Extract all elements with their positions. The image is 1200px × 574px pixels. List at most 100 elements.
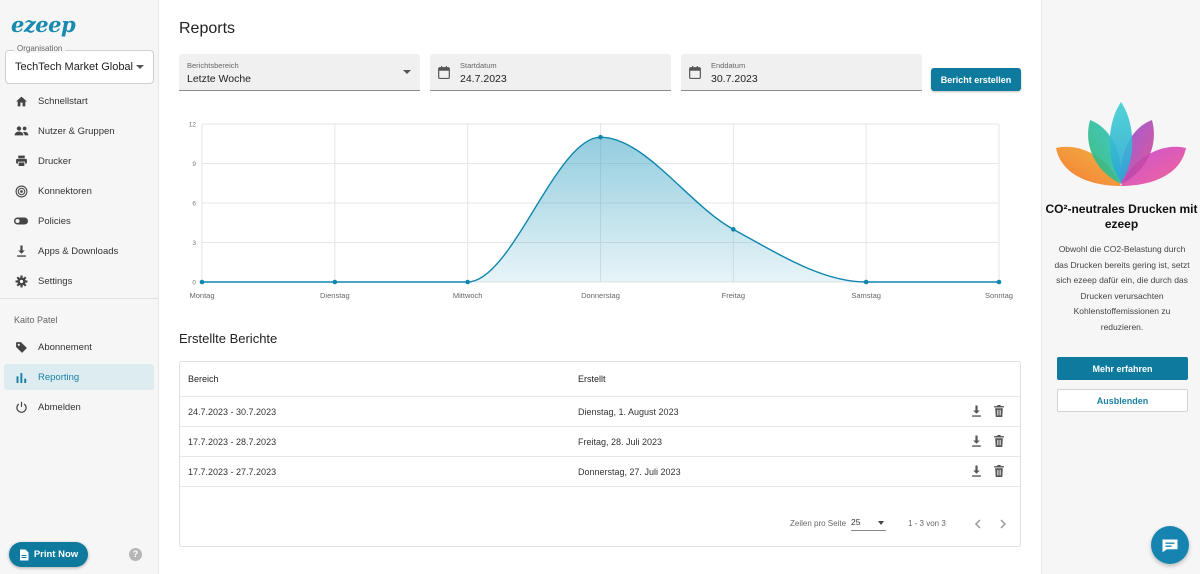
calendar-icon <box>689 66 701 79</box>
connector-icon <box>4 185 38 198</box>
data-point <box>332 279 338 285</box>
data-point <box>996 279 1002 285</box>
sidebar-item-label: Abmelden <box>38 401 81 413</box>
y-tick-label: 6 <box>192 201 196 208</box>
data-point <box>598 134 603 140</box>
data-point <box>731 227 736 232</box>
chevron-down-icon <box>136 65 144 69</box>
row-created: Donnerstag, 27. Juli 2023 <box>578 467 681 477</box>
bar-chart-icon <box>4 372 38 383</box>
end-date-value: 30.7.2023 <box>711 73 758 85</box>
end-date-field[interactable]: Enddatum 30.7.2023 <box>681 54 922 91</box>
toggle-icon <box>4 217 38 225</box>
series-area <box>202 137 999 282</box>
y-tick-label: 3 <box>192 240 196 247</box>
sidebar-item-label: Policies <box>38 215 71 227</box>
sidebar-divider <box>0 298 158 299</box>
promo-panel: CO²-neutrales Drucken mit ezeep Obwohl d… <box>1041 0 1200 574</box>
ezeep-logo[interactable]: ezeep <box>11 12 76 37</box>
x-tick-label: Mittwoch <box>453 291 483 300</box>
table-row: 17.7.2023 - 28.7.2023 Freitag, 28. Juli … <box>180 427 1020 457</box>
document-icon <box>19 549 29 560</box>
y-tick-label: 9 <box>192 161 196 168</box>
row-range: 24.7.2023 - 30.7.2023 <box>188 407 277 417</box>
row-created: Freitag, 28. Juli 2023 <box>578 437 663 447</box>
promo-body: Obwohl die CO2-Belastung durch das Druck… <box>1054 244 1190 332</box>
sidebar-item-label: Konnektoren <box>38 185 92 197</box>
data-point <box>199 279 205 285</box>
sidebar-item-label: Drucker <box>38 155 72 167</box>
download-icon[interactable] <box>971 405 982 417</box>
tag-icon <box>4 341 38 354</box>
sidebar-item-apps-downloads[interactable]: Apps & Downloads <box>4 238 154 264</box>
sidebar-item-abmelden[interactable]: Abmelden <box>4 394 154 420</box>
sidebar-item-label: Reporting <box>38 371 80 383</box>
table-pagination: Zeilen pro Seite 25 1 - 3 von 3 <box>180 512 1020 536</box>
home-icon <box>4 95 38 107</box>
help-icon[interactable]: ? <box>129 548 142 561</box>
hide-button[interactable]: Ausblenden <box>1057 389 1188 412</box>
start-date-value: 24.7.2023 <box>460 73 507 85</box>
learn-more-button[interactable]: Mehr erfahren <box>1057 357 1188 380</box>
sidebar-item-reporting[interactable]: Reporting <box>4 364 154 390</box>
report-range-select[interactable]: Berichtsbereich Letzte Woche <box>179 54 420 91</box>
column-header-bereich: Bereich <box>188 374 219 384</box>
x-tick-label: Donnerstag <box>581 291 620 300</box>
sidebar-item-label: Apps & Downloads <box>38 245 119 257</box>
sidebar-item-label: Schnellstart <box>38 95 88 107</box>
main-content: Reports Berichtsbereich Letzte Woche Sta… <box>159 0 1041 574</box>
download-icon[interactable] <box>971 435 982 447</box>
create-report-button[interactable]: Bericht erstellen <box>931 68 1021 91</box>
print-now-button[interactable]: Print Now <box>9 542 88 567</box>
column-header-erstellt: Erstellt <box>578 374 606 384</box>
print-now-label: Print Now <box>33 549 79 560</box>
sidebar-item-nutzer-gruppen[interactable]: Nutzer & Gruppen <box>4 118 154 144</box>
organisation-select[interactable]: Organisation TechTech Market Global <box>5 44 154 84</box>
sidebar-item-policies[interactable]: Policies <box>4 208 154 234</box>
sidebar-item-settings[interactable]: Settings <box>4 268 154 294</box>
sidebar-item-label: Settings <box>38 275 73 287</box>
download-icon[interactable] <box>971 465 982 477</box>
x-tick-label: Montag <box>189 291 214 300</box>
y-tick-label: 0 <box>192 280 196 287</box>
rows-per-page-value: 25 <box>851 517 861 527</box>
organisation-value: TechTech Market Global <box>15 61 133 73</box>
power-icon <box>4 401 38 414</box>
sidebar-item-abonnement[interactable]: Abonnement <box>4 334 154 360</box>
delete-icon[interactable] <box>994 465 1004 477</box>
table-row: 17.7.2023 - 27.7.2023 Donnerstag, 27. Ju… <box>180 457 1020 487</box>
data-point <box>863 279 869 285</box>
sidebar-item-schnellstart[interactable]: Schnellstart <box>4 88 154 114</box>
start-date-label: Startdatum <box>460 61 497 70</box>
sidebar-item-konnektoren[interactable]: Konnektoren <box>4 178 154 204</box>
x-tick-label: Samstag <box>851 291 881 300</box>
sidebar: ezeep Organisation TechTech Market Globa… <box>0 0 159 574</box>
delete-icon[interactable] <box>994 405 1004 417</box>
start-date-field[interactable]: Startdatum 24.7.2023 <box>430 54 671 91</box>
table-row: 24.7.2023 - 30.7.2023 Dienstag, 1. Augus… <box>180 397 1020 427</box>
lotus-flower-icon <box>1056 102 1186 186</box>
rows-per-page-select[interactable]: 25 <box>851 517 886 531</box>
chevron-right-icon[interactable] <box>999 519 1007 529</box>
sidebar-item-label: Nutzer & Gruppen <box>38 125 115 137</box>
x-tick-label: Dienstag <box>320 291 350 300</box>
chevron-down-icon <box>878 521 884 525</box>
page-info: 1 - 3 von 3 <box>908 519 946 528</box>
calendar-icon <box>438 66 450 79</box>
row-range: 17.7.2023 - 27.7.2023 <box>188 467 277 477</box>
download-icon <box>4 245 38 257</box>
gear-icon <box>4 275 38 288</box>
report-range-value: Letzte Woche <box>187 73 252 85</box>
print-volume-chart: 0 3 6 9 12 Montag Dienstag Mittwoch Donnerstag Fr… <box>189 122 1013 301</box>
x-tick-label: Sonntag <box>985 291 1013 300</box>
sidebar-item-drucker[interactable]: Drucker <box>4 148 154 174</box>
data-point <box>465 279 470 285</box>
organisation-label: Organisation <box>14 44 66 53</box>
table-header-row: Bereich Erstellt <box>180 362 1020 397</box>
delete-icon[interactable] <box>994 435 1004 447</box>
chat-button[interactable] <box>1151 526 1189 564</box>
printer-icon <box>4 155 38 167</box>
promo-title: CO²-neutrales Drucken mit ezeep <box>1045 202 1198 231</box>
x-tick-label: Freitag <box>722 291 745 300</box>
chevron-left-icon[interactable] <box>974 519 982 529</box>
